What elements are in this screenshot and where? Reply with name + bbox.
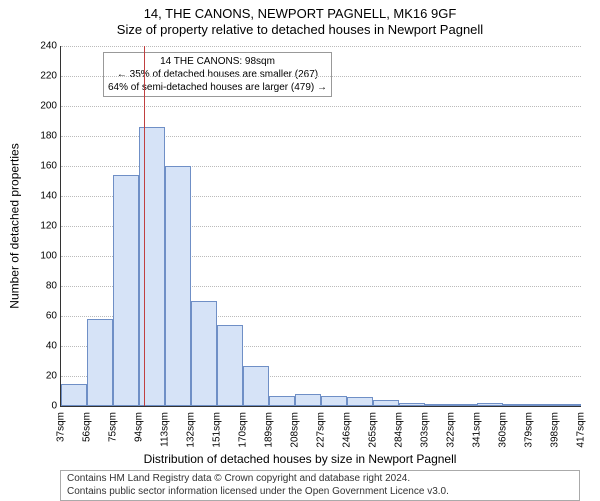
x-tick: 37sqm — [56, 412, 67, 442]
x-tick: 417sqm — [576, 412, 587, 448]
histogram-bar — [87, 319, 113, 406]
x-tick: 398sqm — [550, 412, 561, 448]
y-tick: 180 — [40, 131, 61, 142]
x-tick: 284sqm — [394, 412, 405, 448]
histogram-bar — [477, 403, 503, 406]
reference-marker — [144, 46, 145, 406]
grid-line — [61, 76, 581, 77]
histogram-bar — [373, 400, 399, 406]
grid-line — [61, 106, 581, 107]
x-tick: 246sqm — [342, 412, 353, 448]
histogram-bar — [191, 301, 217, 406]
y-axis-label: Number of detached properties — [6, 46, 24, 406]
histogram-bar — [347, 397, 373, 406]
x-tick: 341sqm — [472, 412, 483, 448]
histogram-bar — [451, 404, 477, 406]
x-tick: 379sqm — [524, 412, 535, 448]
histogram-bar — [269, 396, 295, 407]
plot-area: 14 THE CANONS: 98sqm ← 35% of detached h… — [60, 46, 581, 407]
y-tick: 240 — [40, 41, 61, 52]
x-tick: 303sqm — [420, 412, 431, 448]
histogram-bar — [113, 175, 139, 406]
chart-title-2: Size of property relative to detached ho… — [0, 22, 600, 37]
chart-title-1: 14, THE CANONS, NEWPORT PAGNELL, MK16 9G… — [0, 6, 600, 21]
y-tick: 100 — [40, 251, 61, 262]
y-tick: 40 — [46, 341, 61, 352]
x-tick: 189sqm — [264, 412, 275, 448]
x-tick: 360sqm — [498, 412, 509, 448]
x-tick: 94sqm — [134, 412, 145, 442]
y-tick: 20 — [46, 371, 61, 382]
histogram-bar — [295, 394, 321, 406]
x-tick: 227sqm — [316, 412, 327, 448]
callout-box: 14 THE CANONS: 98sqm ← 35% of detached h… — [103, 52, 332, 97]
histogram-bar — [503, 404, 529, 406]
y-tick: 200 — [40, 101, 61, 112]
attribution-box: Contains HM Land Registry data © Crown c… — [60, 470, 580, 501]
callout-line-3: 64% of semi-detached houses are larger (… — [108, 81, 327, 94]
histogram-bar — [243, 366, 269, 407]
y-tick: 0 — [51, 401, 61, 412]
x-tick: 322sqm — [446, 412, 457, 448]
y-tick: 160 — [40, 161, 61, 172]
histogram-bar — [425, 404, 451, 406]
y-tick: 60 — [46, 311, 61, 322]
histogram-bar — [139, 127, 165, 406]
attribution-line-1: Contains HM Land Registry data © Crown c… — [67, 473, 573, 486]
histogram-bar — [399, 403, 425, 406]
x-tick: 56sqm — [82, 412, 93, 442]
y-tick: 220 — [40, 71, 61, 82]
attribution-line-2: Contains public sector information licen… — [67, 486, 573, 499]
callout-line-2: ← 35% of detached houses are smaller (26… — [108, 68, 327, 81]
x-tick: 113sqm — [160, 412, 171, 447]
x-tick: 265sqm — [368, 412, 379, 448]
histogram-bar — [321, 396, 347, 407]
y-tick: 140 — [40, 191, 61, 202]
x-tick: 75sqm — [108, 412, 119, 442]
x-tick: 208sqm — [290, 412, 301, 448]
histogram-bar — [61, 384, 87, 407]
grid-line — [61, 46, 581, 47]
histogram-bar — [217, 325, 243, 406]
y-tick: 80 — [46, 281, 61, 292]
x-axis-label: Distribution of detached houses by size … — [0, 452, 600, 466]
callout-line-1: 14 THE CANONS: 98sqm — [108, 55, 327, 68]
histogram-bar — [555, 404, 581, 406]
x-tick: 151sqm — [212, 412, 223, 448]
x-tick: 132sqm — [186, 412, 197, 448]
y-tick: 120 — [40, 221, 61, 232]
histogram-bar — [529, 404, 555, 406]
histogram-bar — [165, 166, 191, 406]
x-tick: 170sqm — [238, 412, 249, 448]
